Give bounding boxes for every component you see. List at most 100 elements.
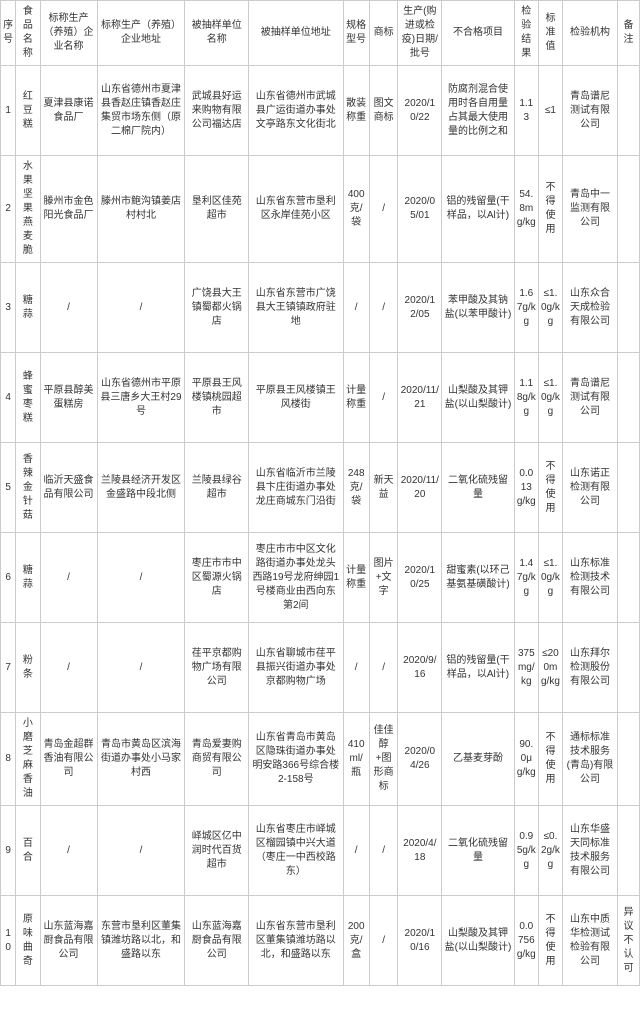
cell-idx: 6 — [1, 533, 16, 623]
cell-producer: / — [40, 533, 97, 623]
cell-note — [617, 263, 639, 353]
cell-note — [617, 623, 639, 713]
cell-note — [617, 156, 639, 263]
cell-producer: 滕州市金色阳光食品厂 — [40, 156, 97, 263]
cell-standard: 不得使用 — [538, 443, 562, 533]
cell-date: 2020/11/20 — [398, 443, 442, 533]
cell-producerAddr: / — [97, 533, 185, 623]
cell-sampledUnit: 荏平京都购物广场有限公司 — [185, 623, 249, 713]
cell-trademark: / — [369, 263, 398, 353]
cell-date: 2020/12/05 — [398, 263, 442, 353]
cell-note — [617, 806, 639, 896]
cell-note — [617, 533, 639, 623]
cell-idx: 1 — [1, 66, 16, 156]
cell-sampledAddr: 山东省东营市垦利区永岸佳苑小区 — [249, 156, 343, 263]
cell-failItem: 二氧化硫残留量 — [442, 806, 514, 896]
cell-spec: 410ml/瓶 — [343, 713, 369, 806]
cell-failItem: 防腐剂混合使用时各自用量占其最大使用量的比例之和 — [442, 66, 514, 156]
cell-sampledAddr: 山东省东营市垦利区董集镇潍坊路以北，和盛路以东 — [249, 896, 343, 986]
cell-producer: 夏津县康诺食品厂 — [40, 66, 97, 156]
cell-date: 2020/4/18 — [398, 806, 442, 896]
inspection-table: 序号 食品名称 标称生产（养殖）企业名称 标称生产（养殖）企业地址 被抽样单位名… — [0, 0, 640, 986]
cell-spec: 248克/袋 — [343, 443, 369, 533]
cell-spec: 散装称重 — [343, 66, 369, 156]
cell-note — [617, 66, 639, 156]
cell-idx: 8 — [1, 713, 16, 806]
cell-name: 糖蒜 — [16, 263, 40, 353]
cell-name: 原味曲奇 — [16, 896, 40, 986]
cell-name: 小磨芝麻香油 — [16, 713, 40, 806]
cell-date: 2020/10/22 — [398, 66, 442, 156]
cell-sampledAddr: 山东省东营市广饶县大王镇镇政府驻地 — [249, 263, 343, 353]
cell-producer: 青岛金超群香油有限公司 — [40, 713, 97, 806]
cell-date: 2020/04/26 — [398, 713, 442, 806]
cell-idx: 2 — [1, 156, 16, 263]
cell-result: 1.18g/kg — [514, 353, 538, 443]
cell-trademark: / — [369, 896, 398, 986]
cell-spec: 200克/盒 — [343, 896, 369, 986]
cell-date: 2020/10/16 — [398, 896, 442, 986]
table-row: 7粉条//荏平京都购物广场有限公司山东省聊城市荏平县振兴街道办事处京都购物广场/… — [1, 623, 640, 713]
table-row: 5香辣金针菇临沂天盛食品有限公司兰陵县经济开发区金盛路中段北侧兰陵县绿谷超市山东… — [1, 443, 640, 533]
cell-sampledUnit: 青岛爱妻购商贸有限公司 — [185, 713, 249, 806]
cell-trademark: 图文商标 — [369, 66, 398, 156]
cell-sampledUnit: 垦利区佳苑超市 — [185, 156, 249, 263]
cell-note — [617, 353, 639, 443]
cell-spec: 计量称重 — [343, 353, 369, 443]
cell-spec: 计量称重 — [343, 533, 369, 623]
cell-failItem: 苯甲酸及其钠盐(以苯甲酸计) — [442, 263, 514, 353]
cell-institution: 山东诺正检测有限公司 — [563, 443, 618, 533]
cell-idx: 9 — [1, 806, 16, 896]
cell-sampledAddr: 山东省德州市武城县广运街道办事处文亭路东文化街北 — [249, 66, 343, 156]
cell-producerAddr: 山东省德州市平原县三唐乡大王村29号 — [97, 353, 185, 443]
cell-producerAddr: 东营市垦利区董集镇潍坊路以北，和盛路以东 — [97, 896, 185, 986]
cell-name: 粉条 — [16, 623, 40, 713]
cell-result: 0.0756g/kg — [514, 896, 538, 986]
cell-sampledUnit: 平原县王风楼镇桃园超市 — [185, 353, 249, 443]
col-sampled-addr: 被抽样单位地址 — [249, 1, 343, 66]
col-note: 备注 — [617, 1, 639, 66]
cell-sampledAddr: 枣庄市市中区文化路街道办事处龙头西路19号龙府绅园1号楼商业由西向东第2间 — [249, 533, 343, 623]
cell-date: 2020/9/16 — [398, 623, 442, 713]
cell-institution: 青岛谱尼测试有限公司 — [563, 353, 618, 443]
col-institution: 检验机构 — [563, 1, 618, 66]
cell-trademark: 图片+文字 — [369, 533, 398, 623]
table-body: 1红豆糕夏津县康诺食品厂山东省德州市夏津县香赵庄镇香赵庄集贸市场东侧（原二棉厂院… — [1, 66, 640, 986]
cell-name: 蜂蜜枣糕 — [16, 353, 40, 443]
cell-note — [617, 443, 639, 533]
cell-sampledUnit: 武城县好运来购物有限公司福达店 — [185, 66, 249, 156]
table-row: 3糖蒜//广饶县大王镇蜀都火锅店山东省东营市广饶县大王镇镇政府驻地//2020/… — [1, 263, 640, 353]
cell-institution: 山东华盛天同标准技术服务有限公司 — [563, 806, 618, 896]
col-producer-addr: 标称生产（养殖）企业地址 — [97, 1, 185, 66]
cell-producer: 平原县醇美蛋糕房 — [40, 353, 97, 443]
cell-producerAddr: 滕州市鲍沟镇姜店村村北 — [97, 156, 185, 263]
cell-sampledUnit: 山东蓝海嘉厨食品有限公司 — [185, 896, 249, 986]
col-spec: 规格型号 — [343, 1, 369, 66]
cell-standard: ≤1.0g/kg — [538, 533, 562, 623]
cell-date: 2020/11/21 — [398, 353, 442, 443]
cell-standard: ≤200mg/kg — [538, 623, 562, 713]
cell-producer: / — [40, 806, 97, 896]
cell-failItem: 山梨酸及其钾盐(以山梨酸计) — [442, 896, 514, 986]
cell-name: 红豆糕 — [16, 66, 40, 156]
cell-institution: 山东众合天成检验有限公司 — [563, 263, 618, 353]
cell-note — [617, 713, 639, 806]
cell-producer: / — [40, 623, 97, 713]
cell-producerAddr: / — [97, 263, 185, 353]
col-idx: 序号 — [1, 1, 16, 66]
table-row: 1红豆糕夏津县康诺食品厂山东省德州市夏津县香赵庄镇香赵庄集贸市场东侧（原二棉厂院… — [1, 66, 640, 156]
cell-result: 1.67g/kg — [514, 263, 538, 353]
cell-institution: 山东标准检测技术有限公司 — [563, 533, 618, 623]
cell-date: 2020/10/25 — [398, 533, 442, 623]
col-name: 食品名称 — [16, 1, 40, 66]
cell-trademark: / — [369, 806, 398, 896]
cell-producerAddr: 兰陵县经济开发区金盛路中段北侧 — [97, 443, 185, 533]
cell-name: 糖蒜 — [16, 533, 40, 623]
cell-result: 90.0μg/kg — [514, 713, 538, 806]
cell-failItem: 山梨酸及其钾盐(以山梨酸计) — [442, 353, 514, 443]
cell-name: 香辣金针菇 — [16, 443, 40, 533]
cell-failItem: 乙基麦芽酚 — [442, 713, 514, 806]
cell-result: 375mg/kg — [514, 623, 538, 713]
cell-institution: 山东中质华检测试检验有限公司 — [563, 896, 618, 986]
cell-spec: 400克/袋 — [343, 156, 369, 263]
